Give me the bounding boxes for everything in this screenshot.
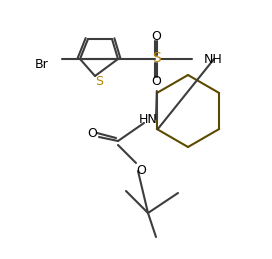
Text: S: S	[152, 51, 160, 65]
Text: HN: HN	[139, 112, 157, 126]
Text: Br: Br	[35, 57, 49, 70]
Text: S: S	[95, 75, 103, 88]
Text: O: O	[151, 75, 161, 88]
Text: O: O	[87, 126, 97, 140]
Text: O: O	[151, 30, 161, 42]
Text: NH: NH	[204, 53, 223, 66]
Text: O: O	[136, 163, 146, 176]
